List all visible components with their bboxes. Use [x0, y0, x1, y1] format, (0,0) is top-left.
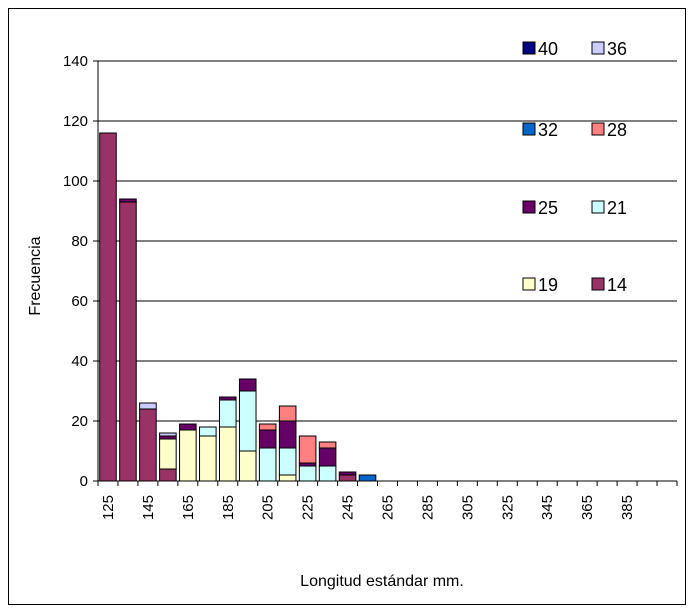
- bar-235-series-25: [318, 447, 337, 467]
- bar-155-series-14: [159, 468, 177, 482]
- x-tick-label-385: 385: [619, 495, 636, 520]
- x-tick-label-365: 365: [579, 495, 596, 520]
- bar-165-series-19: [179, 429, 197, 482]
- y-tick-label-120: 120: [63, 113, 88, 130]
- x-tick-label-185: 185: [220, 495, 237, 520]
- bar-145-series-36: [139, 402, 157, 410]
- legend-label-19: 19: [538, 275, 558, 295]
- legend-swatch-36: [591, 41, 605, 55]
- y-axis-title: Frecuencia: [27, 236, 44, 315]
- legend-label-25: 25: [538, 198, 558, 218]
- x-tick-label-225: 225: [300, 495, 317, 520]
- legend-swatch-14: [591, 277, 605, 291]
- legend: 40 36 32 28 25 21 19 14: [522, 39, 627, 295]
- legend-label-32: 32: [538, 120, 558, 140]
- x-tick-label-125: 125: [100, 495, 117, 520]
- legend-label-36: 36: [607, 39, 627, 59]
- bars-layer: [99, 132, 377, 482]
- y-tick-label-80: 80: [71, 233, 88, 250]
- bar-185-series-21: [218, 399, 237, 428]
- bar-195-series-21: [238, 390, 257, 452]
- bar-125-series-14: [99, 132, 117, 482]
- bar-205-series-21: [258, 447, 277, 482]
- legend-swatch-28: [591, 122, 605, 136]
- y-tick-label-40: 40: [71, 353, 88, 370]
- bar-225-series-21: [298, 465, 317, 482]
- x-tick-label-245: 245: [340, 495, 357, 520]
- legend-item-40: 40: [522, 39, 558, 59]
- bar-135-series-14: [119, 201, 137, 482]
- legend-item-21: 21: [591, 198, 627, 218]
- x-tick-label-325: 325: [499, 495, 516, 520]
- bar-215-series-25: [278, 420, 297, 449]
- legend-label-21: 21: [607, 198, 627, 218]
- bar-205-series-28: [258, 423, 277, 431]
- bar-155-series-36: [159, 432, 177, 437]
- bar-245-series-14: [338, 474, 357, 482]
- legend-label-28: 28: [607, 120, 627, 140]
- bar-235-series-21: [318, 465, 337, 482]
- bar-175-series-19: [199, 435, 217, 482]
- bar-245-series-25: [338, 471, 357, 476]
- bar-225-series-28: [298, 435, 317, 464]
- bar-215-series-28: [278, 405, 297, 422]
- x-tick-label-265: 265: [380, 495, 397, 520]
- legend-item-36: 36: [591, 39, 627, 59]
- legend-swatch-19: [522, 277, 536, 291]
- legend-swatch-40: [522, 41, 536, 55]
- legend-label-14: 14: [607, 275, 627, 295]
- grid-layer: [98, 60, 677, 422]
- bar-185-series-19: [218, 426, 237, 482]
- bar-235-series-28: [318, 441, 337, 449]
- bar-255-series-32: [358, 474, 377, 482]
- legend-item-14: 14: [591, 275, 627, 295]
- x-tick-label-285: 285: [419, 495, 436, 520]
- bar-195-series-25: [238, 378, 257, 392]
- bar-185-series-25: [218, 396, 237, 401]
- bar-135-series-25: [119, 198, 137, 203]
- legend-item-25: 25: [522, 198, 558, 218]
- bar-215-series-21: [278, 447, 297, 476]
- x-axis-title: Longitud estándar mm.: [300, 573, 464, 590]
- legend-swatch-25: [522, 200, 536, 214]
- legend-item-28: 28: [591, 120, 627, 140]
- bar-165-series-25: [179, 423, 197, 431]
- legend-swatch-32: [522, 122, 536, 136]
- x-tick-label-205: 205: [260, 495, 277, 520]
- bar-145-series-14: [139, 408, 157, 482]
- legend-item-19: 19: [522, 275, 558, 295]
- y-tick-label-20: 20: [71, 413, 88, 430]
- x-tick-label-145: 145: [140, 495, 157, 520]
- bar-175-series-21: [199, 426, 217, 437]
- legend-swatch-21: [591, 200, 605, 214]
- y-tick-label-60: 60: [71, 293, 88, 310]
- bar-205-series-25: [258, 429, 277, 449]
- x-tick-label-305: 305: [459, 495, 476, 520]
- y-tick-label-100: 100: [63, 173, 88, 190]
- x-tick-label-345: 345: [539, 495, 556, 520]
- tick-labels: 0 20 40 60 80 100 120 140 125 145 165 185 205 225 245 2…: [63, 53, 636, 520]
- y-tick-label-0: 0: [80, 473, 88, 490]
- y-tick-label-140: 140: [63, 53, 88, 70]
- legend-label-40: 40: [538, 39, 558, 59]
- bar-215-series-19: [278, 474, 297, 482]
- bar-195-series-19: [238, 450, 257, 482]
- bar-155-series-19: [159, 438, 177, 470]
- x-tick-label-165: 165: [180, 495, 197, 520]
- legend-item-32: 32: [522, 120, 558, 140]
- axes-layer: [93, 60, 678, 486]
